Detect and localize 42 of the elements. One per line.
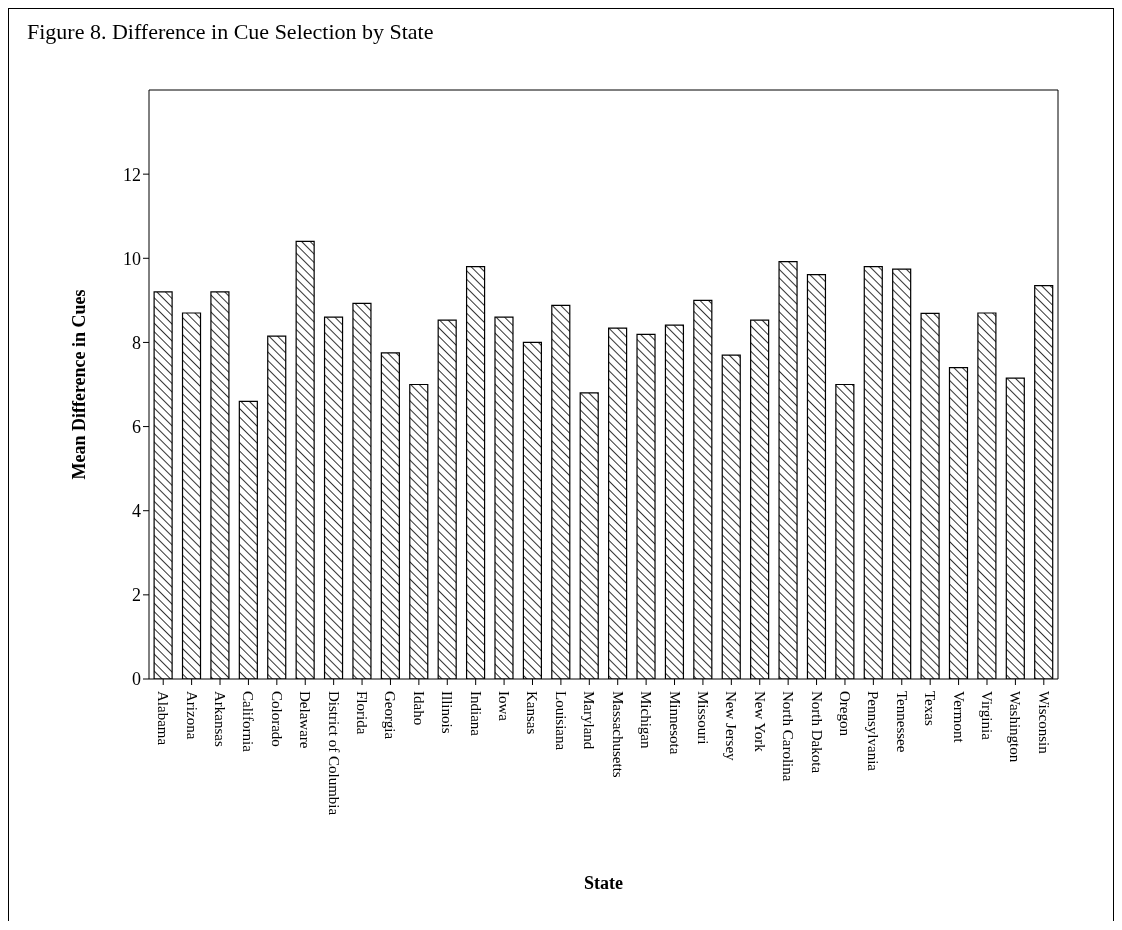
x-tick-label: Maryland	[581, 691, 598, 750]
x-tick-label: Missouri	[694, 691, 711, 745]
x-tick-label: Kansas	[524, 691, 541, 735]
chart-title: Figure 8. Difference in Cue Selection by State	[27, 19, 434, 45]
x-tick-label: North Carolina	[780, 691, 797, 782]
y-tick-label: 6	[132, 416, 141, 437]
x-tick-label: Oregon	[836, 691, 853, 737]
x-tick-label: District of Columbia	[325, 691, 342, 816]
x-tick-label: New York	[751, 691, 768, 753]
x-tick-label: Pennsylvania	[865, 691, 882, 772]
x-tick-label: Georgia	[382, 691, 399, 740]
x-tick-label: Florida	[354, 691, 371, 735]
x-axis-title: State	[584, 873, 623, 893]
x-tick-label: Wisconsin	[1035, 691, 1052, 755]
x-tick-label: North Dakota	[808, 691, 825, 774]
x-tick-label: Massachusetts	[609, 691, 626, 778]
y-tick-label: 4	[132, 501, 141, 522]
x-tick-label: New Jersey	[723, 691, 740, 762]
x-tick-label: Michigan	[638, 691, 655, 749]
x-tick-label: Idaho	[410, 691, 427, 726]
y-tick-label: 12	[123, 164, 141, 185]
y-tick-label: 2	[132, 585, 141, 606]
x-tick-label: California	[240, 691, 257, 753]
x-tick-label: Illinois	[439, 691, 456, 734]
x-tick-label: Minnesota	[666, 691, 683, 755]
y-axis-title: Mean Difference in Cues	[69, 289, 90, 480]
x-tick-label: Virginia	[978, 691, 995, 741]
x-tick-label: Vermont	[950, 691, 967, 744]
y-tick-label: 0	[132, 669, 141, 690]
x-tick-label: Arkansas	[212, 691, 229, 747]
x-tick-label: Arizona	[183, 691, 200, 740]
x-tick-label: Texas	[922, 691, 939, 726]
x-tick-label: Washington	[1007, 691, 1024, 763]
x-tick-label: Tennessee	[893, 691, 910, 753]
y-tick-label: 10	[123, 248, 141, 269]
x-tick-label: Indiana	[467, 691, 484, 737]
y-tick-label: 8	[132, 332, 141, 353]
x-tick-label: Louisiana	[552, 691, 569, 751]
x-tick-label: Iowa	[496, 691, 513, 722]
x-tick-label: Alabama	[155, 691, 172, 746]
x-tick-label: Delaware	[297, 691, 314, 749]
x-tick-label: Colorado	[268, 691, 285, 747]
